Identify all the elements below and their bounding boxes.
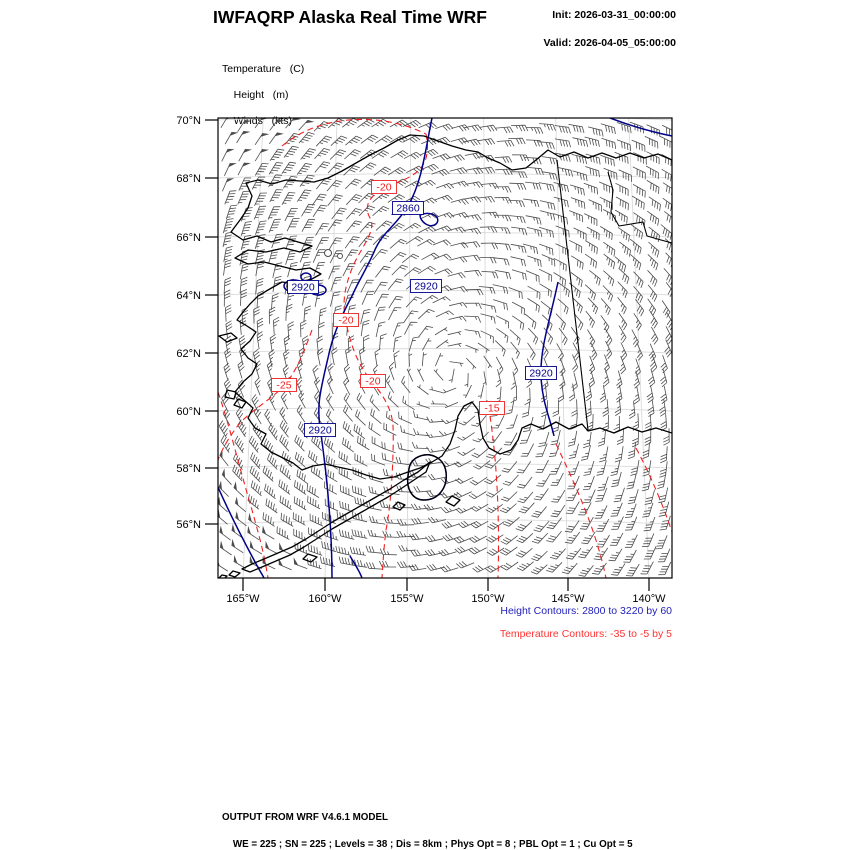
lon-tick-label: 155°W [390,593,424,605]
lon-tick-label: 145°W [551,593,585,605]
lon-tick-label: 140°W [632,593,666,605]
temperature-contour [218,329,313,461]
temperature-contour-label: -20 [360,374,386,388]
graticule-parallel [218,463,672,469]
wind-barb-staffs [218,118,672,577]
height-contour-label-box [525,366,557,380]
temperature-contour-label: -20 [333,313,359,327]
coastline [445,495,461,507]
height-contour-label-text: 2920 [414,281,438,293]
legend-temperature: Temperature (C) [222,63,305,75]
temperature-contour-label-box [371,180,397,194]
temperature-contour-label-text: -20 [338,315,353,327]
height-contour [419,212,439,227]
run-times: Init: 2026-03-31_00:00:00 Valid: 2026-04… [532,8,676,50]
lon-tick-label: 150°W [471,593,505,605]
height-contour [218,485,265,578]
height-contour-label: 2860 [392,201,424,215]
temperature-contour-label: -15 [479,401,505,415]
temperature-contour-label-text: -15 [484,403,499,415]
wind-barbs-layer [218,118,672,577]
lat-tick-label: 68°N [176,173,201,185]
map-frame [217,117,673,579]
graticule-meridian [555,118,569,578]
lat-tick-label: 62°N [176,348,201,360]
height-contour-label: 2920 [525,366,557,380]
coastline [218,574,228,578]
height-contours-layer [218,118,672,578]
temperature-contour-label-box [479,401,505,415]
graticule-meridian [406,118,412,578]
coastline [233,398,247,409]
lat-tick-label: 66°N [176,232,201,244]
height-contour [349,555,363,578]
height-contour [609,118,672,137]
coastline [228,570,241,578]
height-contours-caption: Height Contours: 2800 to 3220 by 60 [500,605,672,617]
temperature-contour-label-text: -25 [276,380,291,392]
height-contour-label: 2920 [410,279,442,293]
lon-tick-label: 160°W [308,593,342,605]
lake-circle [337,253,343,259]
temperature-contour-label-box [360,374,386,388]
temperature-contour-label-box [271,378,297,392]
temperature-contour [555,443,607,578]
graticule-parallel [218,232,672,238]
footer-config-line: WE = 225 ; SN = 225 ; Levels = 38 ; Dis … [232,839,633,850]
temperature-contours-caption: Temperature Contours: -35 to -5 by 5 [499,628,672,640]
height-contour-label-text: 2920 [529,368,553,380]
lake-circle [324,249,332,257]
temperature-contour [218,391,269,578]
footer-model-line: OUTPUT FROM WRF V4.6.1 MODEL [222,812,389,823]
coastline [406,454,447,501]
temperature-contour-label: -25 [271,378,297,392]
coastline [392,501,406,511]
graticule-parallel [218,406,672,412]
temperature-contour [489,415,500,578]
height-contour-label-box [287,280,319,294]
lat-tick-label: 56°N [176,519,201,531]
temperature-contour-label: -20 [371,180,397,194]
height-contour-label-text: 2860 [396,203,420,215]
temperature-contour [635,447,672,533]
lat-tick-label: 58°N [176,463,201,475]
coastline [230,134,672,480]
axes-layer: 70°N 68°N 66°N 64°N 62°N 60°N 58°N 56°N 165°W 160… [176,115,673,605]
height-contour-label-text: 2920 [308,425,332,437]
lon-tick-label: 165°W [226,593,260,605]
graticule-parallel [218,290,672,296]
init-time-label: Init: 2026-03-31_00:00:00 [552,9,676,21]
coastline [241,461,431,573]
valid-time-label: Valid: 2026-04-05_05:00:00 [543,37,676,49]
coastline [218,332,238,343]
height-contour-label-box [410,279,442,293]
page-title: IWFAQRP Alaska Real Time WRF [213,7,487,27]
coastline [224,389,237,400]
lat-tick-label: 64°N [176,290,201,302]
height-contour-label-box [392,201,424,215]
graticule-parallel [218,173,672,179]
border-141w-line [556,159,589,431]
height-contour-label: 2920 [287,280,319,294]
temperature-contour-label-text: -20 [365,376,380,388]
height-contour-label-box [304,423,336,437]
border-stepped-line [607,171,672,244]
height-contour-label: 2920 [304,423,336,437]
temperature-contour [281,118,427,147]
height-contour-label-text: 2920 [291,282,315,294]
legend-height: Height (m) [233,89,289,101]
temperature-contour-label-box [333,313,359,327]
coastline-layer [218,134,672,578]
coastline [302,553,318,563]
model-footer: OUTPUT FROM WRF V4.6.1 MODEL WE = 225 ; … [222,811,633,850]
lat-tick-label: 60°N [176,406,201,418]
temperature-contour-label-text: -20 [376,182,391,194]
lat-tick-label: 70°N [176,115,201,127]
